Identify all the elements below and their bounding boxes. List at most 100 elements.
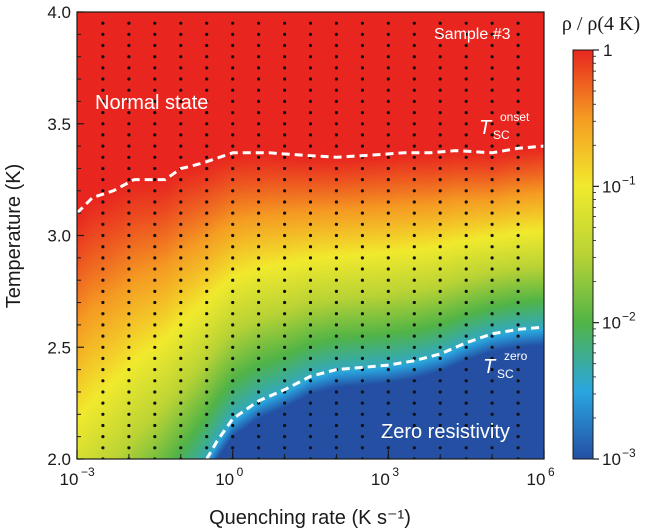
- measurement-point: [257, 21, 261, 25]
- measurement-point: [153, 222, 157, 226]
- measurement-point: [308, 435, 313, 439]
- measurement-point: [412, 43, 416, 48]
- measurement-point: [205, 401, 209, 405]
- measurement-point: [283, 334, 287, 338]
- measurement-point: [231, 133, 235, 137]
- measurement-point: [334, 233, 338, 238]
- measurement-point: [257, 32, 261, 37]
- measurement-point: [412, 390, 416, 394]
- measurement-point: [490, 412, 494, 416]
- measurement-point: [412, 21, 416, 25]
- measurement-point: [283, 77, 287, 81]
- measurement-point: [438, 323, 442, 327]
- measurement-point: [360, 300, 364, 305]
- measurement-point: [464, 211, 468, 215]
- measurement-point: [516, 256, 520, 260]
- measurement-point: [179, 21, 183, 25]
- measurement-point: [205, 390, 209, 394]
- measurement-point: [101, 88, 105, 92]
- measurement-point: [153, 412, 157, 416]
- measurement-point: [490, 133, 494, 137]
- measurement-point: [179, 133, 183, 137]
- measurement-point: [516, 412, 520, 416]
- measurement-point: [360, 88, 364, 92]
- measurement-point: [516, 166, 520, 171]
- measurement-point: [101, 166, 105, 171]
- y-tick-label: 2.0: [47, 450, 71, 469]
- measurement-point: [231, 323, 235, 327]
- measurement-point: [308, 66, 313, 70]
- measurement-point: [438, 211, 442, 215]
- measurement-point: [490, 88, 494, 92]
- measurement-point: [127, 245, 131, 249]
- x-tick-exponent: 0: [237, 465, 244, 479]
- measurement-point: [334, 256, 338, 260]
- colorbar-title: ρ / ρ(4 K): [562, 13, 640, 35]
- measurement-point: [412, 88, 416, 92]
- measurement-point: [516, 390, 520, 394]
- measurement-point: [231, 267, 235, 271]
- measurement-point: [231, 211, 235, 215]
- measurement-point: [386, 122, 390, 126]
- measurement-point: [334, 412, 338, 416]
- measurement-point: [231, 412, 235, 416]
- measurement-point: [490, 66, 494, 70]
- measurement-point: [257, 245, 261, 249]
- measurement-point: [257, 267, 261, 271]
- measurement-point: [283, 21, 287, 25]
- measurement-point: [360, 289, 364, 293]
- measurement-point: [101, 256, 105, 260]
- measurement-point: [101, 345, 105, 349]
- measurement-point: [334, 356, 338, 360]
- measurement-point: [257, 200, 261, 204]
- measurement-point: [283, 289, 287, 293]
- measurement-point: [516, 32, 520, 37]
- y-tick-label: 4.0: [47, 3, 71, 22]
- measurement-point: [412, 379, 416, 383]
- measurement-point: [231, 289, 235, 293]
- measurement-point: [283, 379, 287, 383]
- measurement-point: [360, 144, 364, 148]
- measurement-point: [464, 99, 468, 103]
- measurement-point: [386, 32, 390, 37]
- measurement-point: [101, 412, 105, 416]
- measurement-point: [490, 178, 494, 182]
- measurement-point: [101, 43, 105, 48]
- measurement-point: [334, 323, 338, 327]
- measurement-point: [438, 222, 442, 226]
- measurement-point: [127, 401, 131, 405]
- measurement-point: [516, 435, 520, 439]
- measurement-point: [231, 233, 235, 238]
- measurement-point: [283, 155, 287, 159]
- measurement-point: [101, 155, 105, 159]
- measurement-point: [386, 222, 390, 226]
- measurement-point: [283, 300, 287, 305]
- measurement-point: [386, 245, 390, 249]
- measurement-point: [438, 423, 442, 428]
- measurement-point: [101, 300, 105, 305]
- measurement-point: [127, 21, 131, 25]
- measurement-point: [308, 278, 313, 282]
- measurement-point: [490, 21, 494, 25]
- measurement-point: [386, 390, 390, 394]
- measurement-point: [438, 133, 442, 137]
- measurement-point: [179, 77, 183, 81]
- measurement-point: [283, 211, 287, 215]
- measurement-point: [516, 245, 520, 249]
- measurement-point: [283, 32, 287, 37]
- measurement-point: [257, 122, 261, 126]
- measurement-point: [438, 345, 442, 349]
- measurement-point: [360, 200, 364, 204]
- measurement-point: [257, 211, 261, 215]
- measurement-point: [464, 446, 468, 450]
- measurement-point: [464, 300, 468, 305]
- measurement-point: [257, 390, 261, 394]
- measurement-point: [205, 356, 209, 360]
- measurement-point: [205, 412, 209, 416]
- measurement-point: [283, 368, 287, 372]
- measurement-point: [283, 245, 287, 249]
- measurement-point: [283, 166, 287, 171]
- measurement-point: [153, 66, 157, 70]
- measurement-point: [205, 99, 209, 103]
- measurement-point: [360, 390, 364, 394]
